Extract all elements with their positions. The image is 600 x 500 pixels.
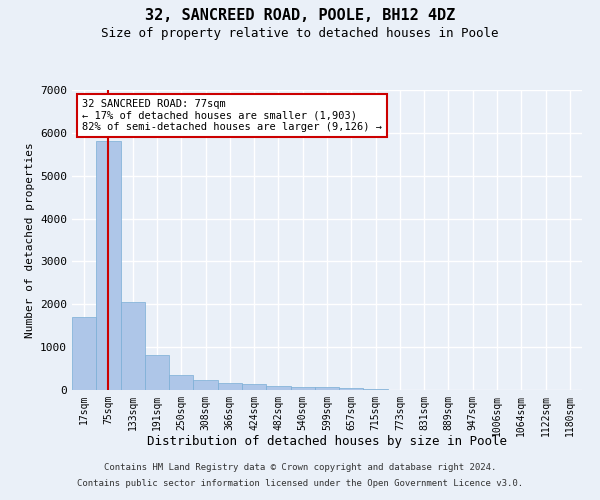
Text: 32 SANCREED ROAD: 77sqm
← 17% of detached houses are smaller (1,903)
82% of semi: 32 SANCREED ROAD: 77sqm ← 17% of detache… <box>82 99 382 132</box>
Bar <box>96 142 121 390</box>
Bar <box>145 355 169 390</box>
Bar <box>290 386 315 390</box>
Bar <box>266 386 290 390</box>
Text: Distribution of detached houses by size in Poole: Distribution of detached houses by size … <box>147 435 507 448</box>
Y-axis label: Number of detached properties: Number of detached properties <box>25 142 35 338</box>
Text: 32, SANCREED ROAD, POOLE, BH12 4DZ: 32, SANCREED ROAD, POOLE, BH12 4DZ <box>145 8 455 22</box>
Bar <box>218 382 242 390</box>
Bar <box>242 384 266 390</box>
Bar <box>315 388 339 390</box>
Bar <box>364 388 388 390</box>
Text: Contains HM Land Registry data © Crown copyright and database right 2024.: Contains HM Land Registry data © Crown c… <box>104 464 496 472</box>
Bar <box>339 388 364 390</box>
Text: Contains public sector information licensed under the Open Government Licence v3: Contains public sector information licen… <box>77 478 523 488</box>
Bar <box>169 375 193 390</box>
Bar <box>72 317 96 390</box>
Text: Size of property relative to detached houses in Poole: Size of property relative to detached ho… <box>101 28 499 40</box>
Bar <box>193 380 218 390</box>
Bar <box>121 302 145 390</box>
